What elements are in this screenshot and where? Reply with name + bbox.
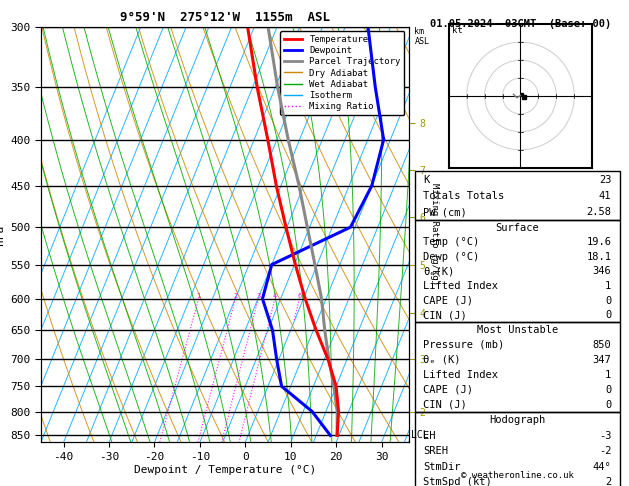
Text: StmDir: StmDir <box>423 462 461 472</box>
Text: 2: 2 <box>233 293 238 299</box>
Text: Pressure (mb): Pressure (mb) <box>423 340 504 350</box>
Text: 3: 3 <box>256 293 260 299</box>
Text: EH: EH <box>423 431 436 441</box>
Text: 01.05.2024  03GMT  (Base: 00): 01.05.2024 03GMT (Base: 00) <box>430 19 611 30</box>
Text: © weatheronline.co.uk: © weatheronline.co.uk <box>460 471 574 480</box>
Text: -2: -2 <box>599 446 611 456</box>
Text: Lifted Index: Lifted Index <box>423 370 498 380</box>
Text: K: K <box>423 175 430 185</box>
Title: 9°59'N  275°12'W  1155m  ASL: 9°59'N 275°12'W 1155m ASL <box>120 11 330 24</box>
Text: 346: 346 <box>593 266 611 277</box>
Text: SREH: SREH <box>423 446 448 456</box>
Text: θₑ (K): θₑ (K) <box>423 355 461 365</box>
Text: 4: 4 <box>273 293 277 299</box>
Text: 19.6: 19.6 <box>586 237 611 247</box>
Text: Temp (°C): Temp (°C) <box>423 237 479 247</box>
Text: CAPE (J): CAPE (J) <box>423 385 473 395</box>
Text: Hodograph: Hodograph <box>489 415 545 425</box>
Text: 0: 0 <box>605 310 611 320</box>
Text: StmSpd (kt): StmSpd (kt) <box>423 477 492 486</box>
Text: CAPE (J): CAPE (J) <box>423 295 473 306</box>
Text: Surface: Surface <box>496 223 539 233</box>
Y-axis label: Mixing Ratio (g/kg): Mixing Ratio (g/kg) <box>430 183 439 286</box>
Text: 850: 850 <box>593 340 611 350</box>
Text: 23: 23 <box>599 175 611 185</box>
Legend: Temperature, Dewpoint, Parcel Trajectory, Dry Adiabat, Wet Adiabat, Isotherm, Mi: Temperature, Dewpoint, Parcel Trajectory… <box>281 31 404 115</box>
Text: 41: 41 <box>599 191 611 201</box>
Text: 1: 1 <box>196 293 201 299</box>
Text: 1: 1 <box>605 370 611 380</box>
Text: km
ASL: km ASL <box>415 27 430 46</box>
Text: Totals Totals: Totals Totals <box>423 191 504 201</box>
Text: LCL: LCL <box>411 431 429 440</box>
Text: Lifted Index: Lifted Index <box>423 281 498 291</box>
Text: CIN (J): CIN (J) <box>423 310 467 320</box>
Text: 6: 6 <box>298 293 301 299</box>
Text: 347: 347 <box>593 355 611 365</box>
Text: 2.58: 2.58 <box>586 208 611 217</box>
Text: 18.1: 18.1 <box>586 252 611 262</box>
Text: kt: kt <box>452 26 463 35</box>
Text: CIN (J): CIN (J) <box>423 400 467 410</box>
Text: Dewp (°C): Dewp (°C) <box>423 252 479 262</box>
Text: -3: -3 <box>599 431 611 441</box>
Text: 0: 0 <box>605 385 611 395</box>
Text: 2: 2 <box>605 477 611 486</box>
Text: θₑ(K): θₑ(K) <box>423 266 455 277</box>
Text: 44°: 44° <box>593 462 611 472</box>
X-axis label: Dewpoint / Temperature (°C): Dewpoint / Temperature (°C) <box>134 465 316 475</box>
Text: Most Unstable: Most Unstable <box>477 325 558 335</box>
Y-axis label: hPa: hPa <box>0 225 4 244</box>
Text: 0: 0 <box>605 400 611 410</box>
Text: 0: 0 <box>605 295 611 306</box>
Text: 1: 1 <box>605 281 611 291</box>
Text: PW (cm): PW (cm) <box>423 208 467 217</box>
